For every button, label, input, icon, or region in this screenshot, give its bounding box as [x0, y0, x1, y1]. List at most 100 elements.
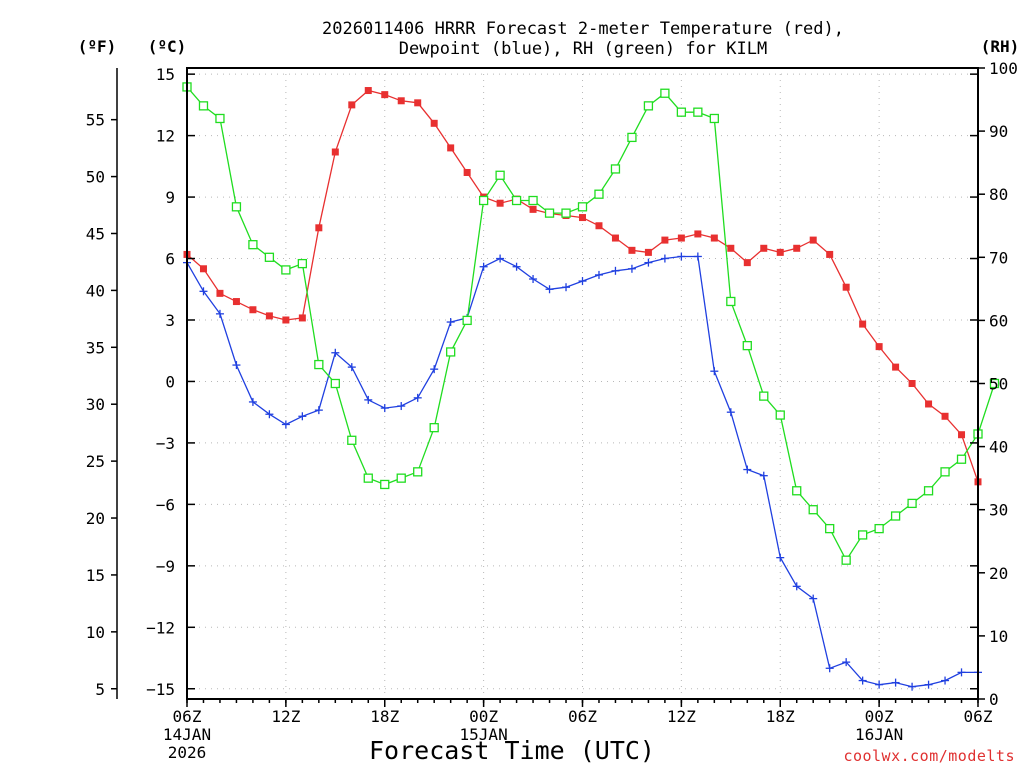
data-point	[562, 283, 571, 292]
data-point	[842, 283, 850, 291]
x-date-label: 15JAN	[460, 725, 508, 744]
data-point	[430, 365, 439, 374]
data-point	[842, 658, 851, 667]
data-point	[743, 465, 752, 474]
fahrenheit-tick-label: 30	[86, 395, 105, 414]
data-point	[858, 676, 867, 685]
data-point	[611, 234, 619, 242]
data-point	[545, 285, 554, 294]
rh-tick-label: 70	[989, 248, 1008, 267]
data-point	[890, 511, 901, 521]
celsius-tick-label: −3	[156, 434, 175, 453]
data-point	[298, 314, 306, 322]
data-point	[364, 395, 373, 404]
data-point	[759, 391, 769, 401]
data-point	[413, 393, 422, 402]
data-point	[380, 479, 390, 490]
data-point	[825, 664, 834, 673]
fahrenheit-tick-label: 35	[86, 338, 105, 357]
data-point	[874, 523, 884, 534]
data-point	[578, 277, 587, 286]
data-point	[793, 244, 801, 252]
rh-tick-label: 20	[989, 564, 1008, 583]
rh-tick-label: 60	[989, 311, 1008, 330]
axes: −15 −12 −9 −6 −3 0 3 6 9 12 15 5 10 15 20 25 30 35 40 45 50 5…	[86, 59, 1018, 762]
x-tick-label: 00Z	[469, 707, 498, 726]
data-point	[595, 222, 603, 230]
x-tick-label: 18Z	[370, 707, 399, 726]
data-point	[727, 244, 735, 252]
data-point	[216, 289, 224, 297]
data-point	[397, 402, 406, 411]
fahrenheit-tick-label: 55	[86, 111, 105, 130]
data-point	[429, 423, 439, 433]
series-temperature	[183, 87, 982, 486]
data-point	[529, 205, 537, 213]
data-point	[232, 298, 240, 306]
data-point	[989, 378, 1000, 389]
data-point	[644, 248, 652, 256]
data-point	[248, 397, 257, 406]
credit-text: coolwx.com/modelts	[843, 747, 1015, 765]
data-point	[232, 361, 241, 370]
celsius-tick-label: −9	[156, 557, 175, 576]
data-point	[397, 97, 405, 105]
chart-title-line: Dewpoint (blue), RH (green) for KILM	[399, 39, 767, 59]
celsius-tick-label: 9	[165, 188, 175, 207]
data-point	[215, 113, 225, 124]
data-point	[859, 320, 867, 328]
data-point	[694, 230, 702, 238]
rh-tick-label: 10	[989, 627, 1008, 646]
data-point	[479, 262, 488, 271]
rh-tick-label: 40	[989, 438, 1008, 457]
data-point	[742, 340, 752, 351]
data-point	[463, 168, 471, 176]
data-point	[396, 473, 406, 483]
data-point	[446, 318, 455, 327]
fahrenheit-tick-label: 40	[86, 281, 105, 300]
x-tick-label: 00Z	[865, 707, 894, 726]
fahrenheit-tick-label: 10	[86, 623, 105, 642]
data-point	[511, 195, 522, 206]
data-point	[677, 252, 686, 261]
data-point	[528, 195, 538, 206]
data-point	[710, 367, 719, 376]
data-point	[544, 208, 555, 218]
gridlines	[187, 68, 978, 699]
data-point	[923, 486, 934, 496]
data-point	[792, 486, 802, 496]
series-dewpoint	[183, 252, 982, 691]
data-point	[627, 132, 637, 143]
data-point	[661, 236, 669, 244]
chart-title-line: 2026011406 HRRR Forecast 2-meter Tempera…	[322, 19, 844, 39]
data-point	[347, 363, 356, 372]
data-point	[892, 363, 900, 371]
data-point	[446, 347, 456, 357]
data-point	[891, 678, 900, 687]
data-point	[726, 296, 736, 307]
celsius-tick-label: 0	[165, 372, 175, 391]
celsius-tick-label: 12	[156, 127, 175, 146]
data-point	[940, 467, 950, 477]
data-point	[759, 471, 768, 480]
rh-tick-label: 30	[989, 501, 1008, 520]
data-point	[676, 107, 687, 117]
data-point	[495, 170, 505, 180]
series-line	[186, 86, 996, 562]
data-point	[924, 680, 933, 689]
data-point	[760, 244, 768, 252]
data-point	[809, 594, 818, 603]
celsius-tick-label: −12	[146, 618, 175, 637]
data-point	[348, 101, 356, 109]
rh-tick-label: 100	[989, 59, 1018, 78]
data-point	[380, 404, 389, 413]
data-point	[709, 113, 719, 124]
series-layer	[182, 82, 1000, 691]
fahrenheit-tick-label: 50	[86, 168, 105, 187]
data-point	[693, 107, 703, 117]
data-point	[282, 316, 290, 324]
data-point	[958, 431, 966, 439]
data-point	[529, 275, 538, 284]
data-point	[693, 252, 702, 261]
